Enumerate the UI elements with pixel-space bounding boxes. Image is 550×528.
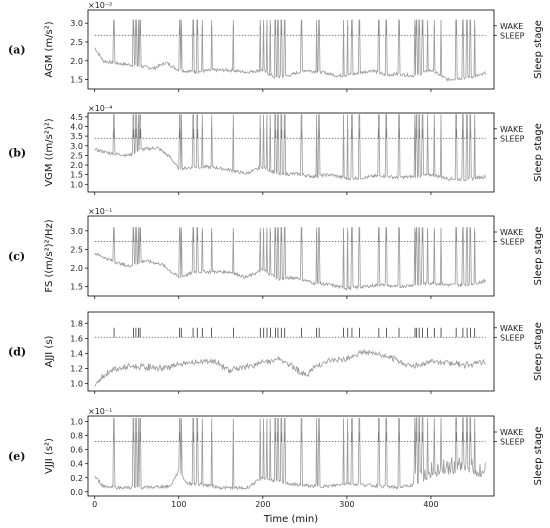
stage-tick-label: SLEEP [500,134,525,143]
y-axis-label: VGM ((m/s²)²) [44,118,55,186]
stage-tick-label: WAKE [500,428,523,437]
y-tick-label: 1.2 [70,364,83,373]
x-axis-label: Time (min) [263,514,318,525]
panel-2: 1.01.52.02.53.03.54.04.5 ×10⁻⁴ VGM ((m/s²)… [8,104,544,195]
y-multiplier: ×10⁻⁴ [88,104,112,113]
stage-tick-label: SLEEP [500,438,525,447]
stage-tick-label: SLEEP [500,238,525,247]
x-tick-label: 400 [423,500,438,509]
y-tick-label: 2.0 [70,264,83,273]
right-axis-label: Sleep stage [533,227,544,286]
y-tick-label: 3.0 [70,142,83,151]
y-tick-label: 2.5 [70,38,83,47]
panel-3: 1.52.02.53.0×10⁻¹FS ((m/s²)²/Hz)(c)WAKES… [8,207,544,299]
plot-frame [87,415,495,497]
signal-trace [94,114,486,182]
plot-frame [87,311,495,392]
stage-tick-label: SLEEP [500,31,525,40]
panel-label: (a) [8,44,26,57]
stage-tick-label: SLEEP [500,333,525,342]
y-tick-label: 0.2 [70,474,83,483]
y-tick-label: 1.6 [70,334,83,343]
signal-trace [94,19,486,82]
y-multiplier: ×10⁻¹ [88,407,112,416]
signal-trace [94,349,486,387]
y-tick-label: 1.5 [70,171,83,180]
panel-label: (b) [8,147,26,160]
y-tick-label: 0.8 [70,432,83,441]
y-tick-label: 2.5 [70,245,83,254]
x-tick-label: 300 [339,500,354,509]
stage-tick-label: WAKE [500,22,523,31]
y-tick-label: 1.5 [70,76,83,85]
y-tick-label: 1.5 [70,283,83,292]
y-tick-label: 4.0 [70,122,83,131]
y-tick-label: 1.0 [70,180,83,189]
plot-frame [87,215,495,297]
signal-trace [94,416,486,491]
y-tick-label: 0.4 [70,460,83,469]
plot-frame [87,9,495,90]
plot-frame [87,112,495,193]
y-tick-label: 1.8 [70,319,83,328]
y-tick-label: 2.5 [70,151,83,160]
y-multiplier: ×10⁻² [88,1,112,10]
y-tick-label: 0.0 [70,488,83,497]
panel-label: (e) [8,450,25,463]
x-tick-label: 200 [255,500,270,509]
y-tick-label: 2.0 [70,57,83,66]
stage-tick-label: WAKE [500,324,523,333]
y-tick-label: 2.0 [70,161,83,170]
y-tick-label: 1.0 [70,418,83,427]
x-tick-label: 0 [92,500,97,509]
panel-label: (d) [8,346,26,359]
y-tick-label: 4.5 [70,113,83,122]
y-tick-label: 3.5 [70,132,83,141]
panel-label: (c) [8,250,25,263]
y-axis-label: FS ((m/s²)²/Hz) [44,219,55,292]
y-axis-label: AGM (m/s²) [44,21,55,77]
signal-trace [94,227,486,291]
y-tick-label: 3.0 [70,19,83,28]
right-axis-label: Sleep stage [533,427,544,486]
y-axis-label: AJJI (s) [44,335,55,367]
y-tick-label: 0.6 [70,446,83,455]
stage-tick-label: WAKE [500,228,523,237]
right-axis-label: Sleep stage [533,322,544,381]
y-tick-label: 1.4 [70,349,83,358]
y-tick-label: 1.0 [70,379,83,388]
y-tick-label: 3.0 [70,227,83,236]
x-tick-label: 100 [171,500,186,509]
y-multiplier: ×10⁻¹ [88,207,112,216]
stage-tick-label: WAKE [500,125,523,134]
right-axis-label: Sleep stage [533,20,544,79]
y-axis-label: VJJI (s²) [44,438,55,474]
right-axis-label: Sleep stage [533,123,544,182]
